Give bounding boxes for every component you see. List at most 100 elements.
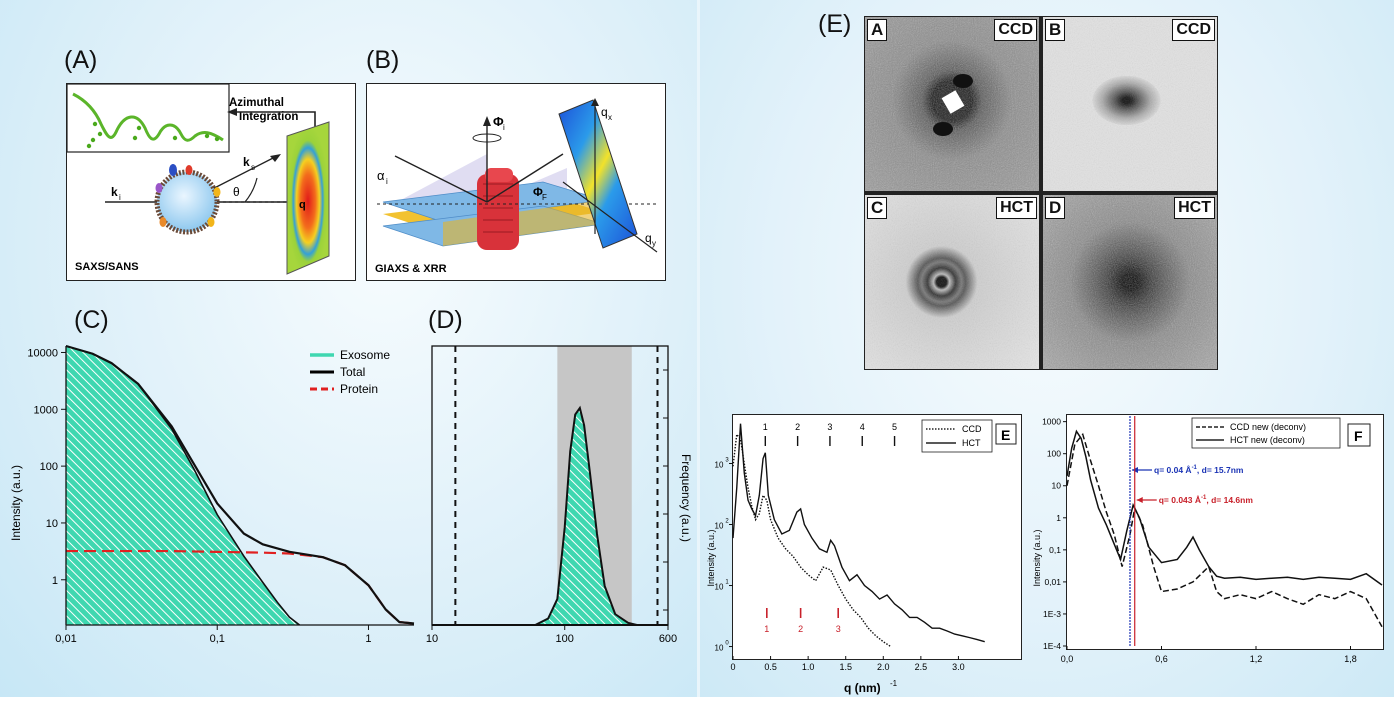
membrane-protein-purple <box>155 183 163 193</box>
chart-c-ytick-label: 1000 <box>34 404 58 416</box>
chart-e-hct-line <box>732 423 985 643</box>
chart-c-legend: Exosome Total Protein <box>310 348 390 396</box>
chart-e-ccd-line <box>732 432 892 648</box>
chart-f-xtick-label: 0,0 <box>1061 654 1074 664</box>
detector-tile-letter: D <box>1045 197 1066 219</box>
chart-e-frame <box>732 414 1022 660</box>
chart-e-xlabel: q (nm) <box>844 681 881 695</box>
chart-f-annotation: q= 0.043 Å-1, d= 14.6nm <box>1159 495 1254 505</box>
reflected-beam <box>486 153 564 203</box>
chart-e-ytick-label: 10 <box>715 644 724 653</box>
azimuthal-label-line1: Azimuthal <box>229 97 284 109</box>
chart-e-xtick-label: 1.5 <box>839 662 852 672</box>
chart-e-ytick-label: 10 <box>715 460 724 469</box>
giaxs-xrr-diagram-svg: Φ i α i Φ F q x q y GIAXS & XRR <box>375 98 658 275</box>
detector-streak-lower <box>933 122 953 136</box>
detector-noise-layer <box>1043 195 1217 369</box>
chart-e-tag: E <box>1001 427 1010 443</box>
chart-e-red-peak-label: 2 <box>798 624 803 634</box>
detector-noise-layer <box>865 195 1039 369</box>
qx-label: q <box>601 105 608 119</box>
legend-label-ccd: CCD <box>962 424 982 434</box>
chart-f-annotation: q= 0.04 Å-1, d= 15.7nm <box>1154 465 1244 475</box>
panel-label-b: (B) <box>366 46 400 74</box>
chart-f-legend: CCD new (deconv) HCT new (deconv) <box>1191 417 1341 449</box>
chart-e-ylabel: Intensity (a.u.) <box>706 529 716 586</box>
chart-e-xtick-label: 0.5 <box>764 662 777 672</box>
chart-f-ylabel: Intensity (a.u.) <box>1032 529 1042 586</box>
ki-subscript: i <box>119 193 121 202</box>
azimuthal-label-line2: Integration <box>239 111 298 123</box>
chart-f-xtick-label: 1,2 <box>1250 654 1263 664</box>
giaxs-xrr-diagram: Φ i α i Φ F q x q y GIAXS & XRR <box>366 83 666 281</box>
chart-f-ytick-label: 100 <box>1047 449 1061 459</box>
chart-f-xtick-label: 0,6 <box>1155 654 1168 664</box>
phi-f-label: Φ <box>533 185 543 199</box>
normal-arrowhead <box>483 116 491 126</box>
theta-label: θ <box>233 185 240 199</box>
scattering-curve <box>72 92 224 142</box>
chart-e-peak-label: 4 <box>860 422 865 432</box>
detector-streak-upper <box>953 74 973 88</box>
legend-label-exosome: Exosome <box>340 348 390 362</box>
alpha-i-label: α <box>377 168 385 183</box>
giaxs-xrr-caption: GIAXS & XRR <box>375 263 447 275</box>
ks-label: k <box>243 155 250 169</box>
saxs-sans-diagram: Azimuthal Integration k i k s θ q <box>66 83 356 281</box>
legend-label-ccd-new: CCD new (deconv) <box>1230 422 1306 432</box>
chart-e-ytick-exponent: 3 <box>725 457 729 463</box>
legend-label-protein: Protein <box>340 382 378 396</box>
chart-e-ytick-exponent: 0 <box>725 641 729 647</box>
scattering-points <box>86 121 220 149</box>
detector-noise <box>1043 195 1217 369</box>
phi-i-label: Φ <box>493 114 504 129</box>
membrane-protein-blue <box>169 164 177 176</box>
membrane-protein-yellow-2 <box>207 217 215 227</box>
chart-e-xtick-label: 2.5 <box>915 662 928 672</box>
panel-label-a: (A) <box>64 46 98 74</box>
detector-tile-tag: CCD <box>994 19 1037 41</box>
chart-f-tag: F <box>1354 428 1363 444</box>
membrane-protein-orange <box>159 217 167 227</box>
chart-c: 0,01 0,1 1 1 10 100 1000 10000 Intensity (a.u.)… <box>9 344 415 645</box>
detector-noise <box>865 195 1039 369</box>
chart-d-xtick-label: 100 <box>556 633 574 645</box>
chart-f-ytick-label: 0,1 <box>1049 545 1061 555</box>
detector-tile-tag: HCT <box>1174 197 1215 219</box>
chart-e-xtick-label: 1.0 <box>802 662 815 672</box>
saxs-sans-diagram-svg: Azimuthal Integration k i k s θ q <box>66 83 330 275</box>
bottom-strip <box>0 697 1394 703</box>
detector-tile-letter: C <box>867 197 888 219</box>
detector-tile-tag: CCD <box>1172 19 1215 41</box>
chart-e-legend: CCD HCT <box>921 419 993 453</box>
ki-label: k <box>111 185 118 199</box>
chart-e-peak-label: 3 <box>827 422 832 432</box>
chart-e-xtick-label: 3.0 <box>952 662 965 672</box>
chart-e-ytick-exponent: 2 <box>725 519 729 525</box>
chart-e-peak-label: 1 <box>763 422 768 432</box>
membrane-protein <box>477 168 519 250</box>
scattered-arrowhead <box>270 154 281 162</box>
chart-f-ccd-line <box>1066 432 1383 628</box>
saxs-sans-caption: SAXS/SANS <box>75 261 139 273</box>
chart-c-ytick-label: 10000 <box>27 347 58 359</box>
chart-e-xtick-label: 2.0 <box>877 662 890 672</box>
legend-label-hct-new: HCT new (deconv) <box>1230 435 1305 445</box>
chart-d-xtick-label: 600 <box>659 633 677 645</box>
chart-f-ytick-label: 1 <box>1056 513 1061 523</box>
incident-beam-b <box>394 155 488 203</box>
detector-tile-d: D HCT <box>1043 195 1217 369</box>
chart-d: 10 100 600 Frequency (a.u.) <box>426 345 693 645</box>
chart-d-frame <box>431 345 669 626</box>
total-line <box>65 344 415 625</box>
q-label: q <box>299 199 306 211</box>
chart-e-tag-box <box>995 423 1017 445</box>
chart-f-annotation-arrowhead <box>1136 497 1143 503</box>
qy-label: q <box>645 231 652 245</box>
gisaxs-detector <box>558 99 638 249</box>
chart-f-ytick-label: 1E-4 <box>1043 641 1061 651</box>
detector-noise <box>865 17 1039 191</box>
alpha-i-subscript: i <box>386 177 388 186</box>
panel-label-c: (C) <box>74 306 109 334</box>
